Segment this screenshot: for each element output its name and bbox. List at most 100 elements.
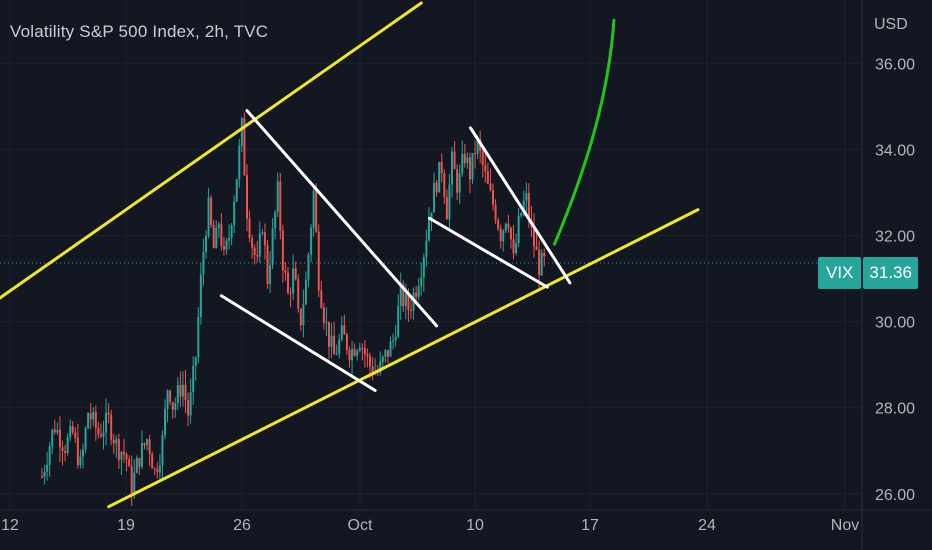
trendline xyxy=(107,208,700,509)
candle-body xyxy=(417,286,420,297)
candle-body xyxy=(443,173,446,198)
candle-body xyxy=(489,183,492,190)
candle-body xyxy=(256,255,259,257)
candle-body xyxy=(179,385,182,397)
symbol-badge: VIX xyxy=(818,257,862,289)
candle-body xyxy=(258,233,261,257)
candle-body xyxy=(230,225,233,238)
candle-body xyxy=(502,230,505,242)
candle-body xyxy=(151,454,154,469)
candle-body xyxy=(138,457,141,467)
candle-body xyxy=(146,439,149,446)
candle-body xyxy=(486,171,489,184)
candle-body xyxy=(512,239,515,254)
candle-body xyxy=(276,181,279,212)
candle-body xyxy=(330,335,333,347)
candle-body xyxy=(87,413,90,429)
candle-body xyxy=(297,279,300,309)
candle-body xyxy=(107,412,110,415)
candle-body xyxy=(240,118,243,146)
candle-body xyxy=(361,347,364,349)
candle-body xyxy=(294,268,297,280)
candle-body xyxy=(356,350,359,356)
candle-body xyxy=(461,154,464,174)
candle-body xyxy=(515,243,518,254)
x-tick-label: 12 xyxy=(1,517,19,534)
candle-body xyxy=(279,181,282,231)
candle-body xyxy=(448,184,451,220)
candle-body xyxy=(46,465,49,472)
candle-body xyxy=(110,414,113,440)
candle-body xyxy=(325,321,328,323)
candle-body xyxy=(215,228,218,249)
last-price-label: VIX 31.36 xyxy=(818,257,918,289)
candle-body xyxy=(99,434,102,437)
candle-body xyxy=(438,161,441,193)
candle-body xyxy=(266,245,269,284)
candle-body xyxy=(269,265,272,284)
candle-body xyxy=(41,476,43,478)
candle-body xyxy=(310,227,313,255)
candle-body xyxy=(171,402,174,410)
candle-body xyxy=(525,193,528,201)
candle-body xyxy=(535,246,538,250)
candle-body xyxy=(133,472,136,496)
candle-body xyxy=(176,385,179,404)
candle-body xyxy=(261,232,264,234)
candle-body xyxy=(517,215,520,244)
candle-body xyxy=(299,308,302,326)
candle-body xyxy=(402,284,405,307)
candle-body xyxy=(315,190,318,232)
y-tick-label: 32.00 xyxy=(875,228,915,245)
candle-body xyxy=(153,468,156,470)
candle-body xyxy=(123,452,125,455)
candle-body xyxy=(243,118,246,176)
candle-body xyxy=(343,325,346,335)
candle-body xyxy=(125,454,128,460)
candle-body xyxy=(48,446,51,466)
candle-body xyxy=(471,153,474,180)
candle-body xyxy=(51,429,54,447)
candle-body xyxy=(312,190,315,228)
x-tick-label: 19 xyxy=(117,517,135,534)
candle-body xyxy=(225,240,228,250)
candle-body xyxy=(404,294,407,307)
candle-body xyxy=(540,252,543,276)
candle-body xyxy=(156,469,159,473)
candle-body xyxy=(148,439,151,455)
candle-body xyxy=(197,317,200,358)
candle-body xyxy=(451,151,453,185)
candle-body xyxy=(381,356,384,362)
candle-body xyxy=(433,182,436,213)
candle-body xyxy=(307,254,310,280)
candle-body xyxy=(76,437,79,465)
candle-body xyxy=(328,321,330,347)
candle-body xyxy=(499,228,502,242)
candle-body xyxy=(468,157,471,180)
y-tick-label: 34.00 xyxy=(875,142,915,159)
candle-body xyxy=(474,153,477,155)
candle-body xyxy=(161,435,164,466)
x-tick-label: 10 xyxy=(466,517,484,534)
candle-body xyxy=(205,236,207,252)
candle-body xyxy=(228,237,231,241)
candle-body xyxy=(317,231,320,291)
candle-body xyxy=(140,443,143,467)
candle-body xyxy=(253,247,256,256)
candle-body xyxy=(130,466,133,496)
candle-body xyxy=(235,179,238,202)
candle-body xyxy=(358,347,361,351)
candle-body xyxy=(415,292,418,297)
candle-body xyxy=(117,439,120,461)
candle-body xyxy=(497,220,500,229)
y-tick-label: 36.00 xyxy=(875,56,915,73)
candle-body xyxy=(263,232,266,246)
candle-body xyxy=(248,218,251,239)
candle-body xyxy=(322,307,325,323)
candle-body xyxy=(284,270,287,273)
candle-body xyxy=(492,189,494,205)
candle-body xyxy=(363,348,366,355)
